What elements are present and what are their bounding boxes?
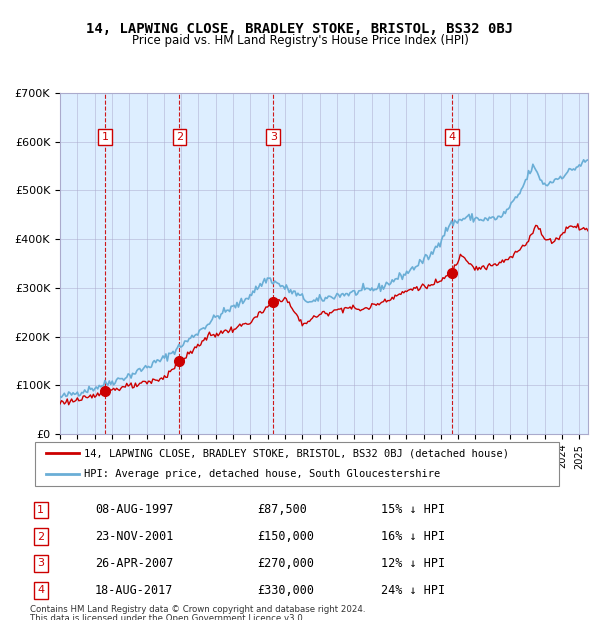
Text: 15% ↓ HPI: 15% ↓ HPI bbox=[381, 503, 445, 516]
Text: Price paid vs. HM Land Registry's House Price Index (HPI): Price paid vs. HM Land Registry's House … bbox=[131, 34, 469, 47]
Text: HPI: Average price, detached house, South Gloucestershire: HPI: Average price, detached house, Sout… bbox=[84, 469, 440, 479]
Text: Contains HM Land Registry data © Crown copyright and database right 2024.: Contains HM Land Registry data © Crown c… bbox=[30, 604, 365, 614]
Text: 3: 3 bbox=[37, 559, 44, 569]
Text: £87,500: £87,500 bbox=[257, 503, 307, 516]
Text: 24% ↓ HPI: 24% ↓ HPI bbox=[381, 584, 445, 596]
Text: 14, LAPWING CLOSE, BRADLEY STOKE, BRISTOL, BS32 0BJ (detached house): 14, LAPWING CLOSE, BRADLEY STOKE, BRISTO… bbox=[84, 448, 509, 458]
Text: 14, LAPWING CLOSE, BRADLEY STOKE, BRISTOL, BS32 0BJ: 14, LAPWING CLOSE, BRADLEY STOKE, BRISTO… bbox=[86, 22, 514, 36]
Text: £270,000: £270,000 bbox=[257, 557, 314, 570]
Text: 08-AUG-1997: 08-AUG-1997 bbox=[95, 503, 173, 516]
Text: 1: 1 bbox=[37, 505, 44, 515]
Text: 4: 4 bbox=[37, 585, 44, 595]
Text: 3: 3 bbox=[270, 132, 277, 142]
FancyBboxPatch shape bbox=[35, 441, 559, 486]
Text: 4: 4 bbox=[448, 132, 455, 142]
Text: 23-NOV-2001: 23-NOV-2001 bbox=[95, 530, 173, 543]
Text: £330,000: £330,000 bbox=[257, 584, 314, 596]
Text: 26-APR-2007: 26-APR-2007 bbox=[95, 557, 173, 570]
Text: 1: 1 bbox=[101, 132, 109, 142]
Text: 2: 2 bbox=[37, 532, 44, 542]
Text: 16% ↓ HPI: 16% ↓ HPI bbox=[381, 530, 445, 543]
Text: This data is licensed under the Open Government Licence v3.0.: This data is licensed under the Open Gov… bbox=[30, 614, 305, 620]
Text: 2: 2 bbox=[176, 132, 183, 142]
Text: £150,000: £150,000 bbox=[257, 530, 314, 543]
Text: 18-AUG-2017: 18-AUG-2017 bbox=[95, 584, 173, 596]
Text: 12% ↓ HPI: 12% ↓ HPI bbox=[381, 557, 445, 570]
